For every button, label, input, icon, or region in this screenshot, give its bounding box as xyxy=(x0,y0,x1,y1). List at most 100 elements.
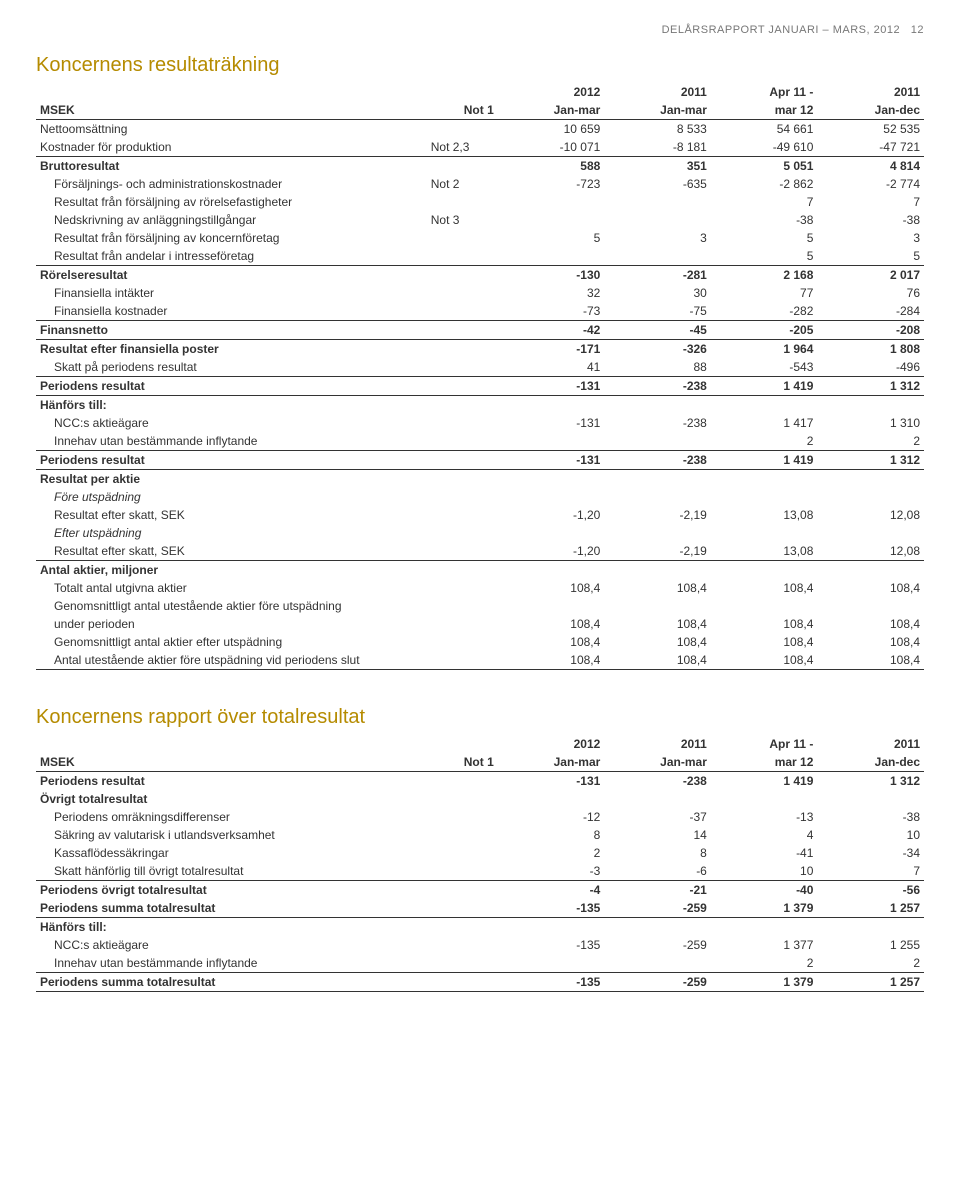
t1-row-note xyxy=(427,561,498,580)
t1-row-label: Kostnader för produktion xyxy=(36,138,427,157)
t1-row: Nettoomsättning10 6598 53354 66152 535 xyxy=(36,120,924,139)
t1-head: 20122011Apr 11 -2011MSEKNot 1Jan-marJan-… xyxy=(36,83,924,120)
t2-cell: -34 xyxy=(817,844,924,862)
t1-cell xyxy=(498,193,605,211)
t1-row-note: Not 2,3 xyxy=(427,138,498,157)
t1-row: Resultat efter finansiella poster-171-32… xyxy=(36,340,924,359)
t2-cell: -41 xyxy=(711,844,818,862)
t1-head2-3: Jan-mar xyxy=(604,101,711,120)
t1-cell: 108,4 xyxy=(817,615,924,633)
t2-cell: 1 379 xyxy=(711,973,818,992)
t2-cell: -37 xyxy=(604,808,711,826)
t1-row-note: Not 2 xyxy=(427,175,498,193)
t2-row-note xyxy=(427,808,498,826)
t2-row-label: Periodens resultat xyxy=(36,772,427,791)
table2-title: Koncernens rapport över totalresultat xyxy=(36,706,924,729)
t2-head1-0 xyxy=(36,735,427,753)
t1-row: NCC:s aktieägare-131-2381 4171 310 xyxy=(36,414,924,432)
t2-row-note xyxy=(427,862,498,881)
t1-cell: 13,08 xyxy=(711,542,818,561)
t1-row-note xyxy=(427,266,498,285)
t1-cell xyxy=(604,247,711,266)
t1-row-note xyxy=(427,377,498,396)
t1-cell: -723 xyxy=(498,175,605,193)
t1-cell xyxy=(498,524,605,542)
income-statement-table: 20122011Apr 11 -2011MSEKNot 1Jan-marJan-… xyxy=(36,83,924,670)
t2-row-label: Säkring av valutarisk i utlandsverksamhe… xyxy=(36,826,427,844)
t2-cell: -13 xyxy=(711,808,818,826)
t1-cell xyxy=(498,396,605,415)
t1-cell: -1,20 xyxy=(498,542,605,561)
t2-row: Säkring av valutarisk i utlandsverksamhe… xyxy=(36,826,924,844)
t1-cell: 108,4 xyxy=(711,615,818,633)
t2-cell xyxy=(498,918,605,937)
t2-head1-3: 2011 xyxy=(604,735,711,753)
t1-cell: -171 xyxy=(498,340,605,359)
t1-head1-3: 2011 xyxy=(604,83,711,101)
t1-cell xyxy=(711,597,818,615)
t1-cell: 12,08 xyxy=(817,506,924,524)
t1-row: Bruttoresultat5883515 0514 814 xyxy=(36,157,924,176)
t2-cell xyxy=(604,954,711,973)
t1-cell xyxy=(711,470,818,489)
t1-row: under perioden108,4108,4108,4108,4 xyxy=(36,615,924,633)
t1-cell: 1 312 xyxy=(817,451,924,470)
t2-cell: 7 xyxy=(817,862,924,881)
t1-head1-5: 2011 xyxy=(817,83,924,101)
t1-cell xyxy=(498,247,605,266)
t1-cell: 10 659 xyxy=(498,120,605,139)
t1-cell: -73 xyxy=(498,302,605,321)
t1-row-label: Resultat per aktie xyxy=(36,470,427,489)
t1-cell xyxy=(604,524,711,542)
t1-row: Rörelseresultat-130-2812 1682 017 xyxy=(36,266,924,285)
t1-row-label: Rörelseresultat xyxy=(36,266,427,285)
t1-cell xyxy=(604,211,711,229)
t2-row: Kassaflödessäkringar28-41-34 xyxy=(36,844,924,862)
t2-cell: -40 xyxy=(711,881,818,900)
t2-cell xyxy=(498,954,605,973)
t1-cell: 1 419 xyxy=(711,377,818,396)
t1-row-label: Antal aktier, miljoner xyxy=(36,561,427,580)
t1-cell: 5 xyxy=(498,229,605,247)
t1-cell: 1 417 xyxy=(711,414,818,432)
t1-cell: -2,19 xyxy=(604,506,711,524)
t1-row-note xyxy=(427,247,498,266)
t1-head1-4: Apr 11 - xyxy=(711,83,818,101)
t1-row-note xyxy=(427,302,498,321)
t2-cell: 1 419 xyxy=(711,772,818,791)
t1-cell xyxy=(604,396,711,415)
t1-head2-5: Jan-dec xyxy=(817,101,924,120)
t2-row-label: NCC:s aktieägare xyxy=(36,936,427,954)
t2-row-label: Periodens summa totalresultat xyxy=(36,899,427,918)
t1-row-note xyxy=(427,488,498,506)
t1-cell: 588 xyxy=(498,157,605,176)
t1-cell: 108,4 xyxy=(817,579,924,597)
t1-row-note xyxy=(427,542,498,561)
t1-cell: 2 xyxy=(817,432,924,451)
t2-head2-2: Jan-mar xyxy=(498,753,605,772)
t2-head1-2: 2012 xyxy=(498,735,605,753)
t1-cell: 108,4 xyxy=(604,579,711,597)
t2-cell xyxy=(604,918,711,937)
t1-row-label: Genomsnittligt antal aktier efter utspäd… xyxy=(36,633,427,651)
t1-cell: -130 xyxy=(498,266,605,285)
t2-row-label: Övrigt totalresultat xyxy=(36,790,427,808)
t2-row-label: Periodens summa totalresultat xyxy=(36,973,427,992)
t1-row: Nedskrivning av anläggningstillgångarNot… xyxy=(36,211,924,229)
t1-cell: -131 xyxy=(498,414,605,432)
t2-head2-1: Not 1 xyxy=(427,753,498,772)
t1-row: Skatt på periodens resultat4188-543-496 xyxy=(36,358,924,377)
t2-head2-3: Jan-mar xyxy=(604,753,711,772)
t2-cell: 1 255 xyxy=(817,936,924,954)
t2-row: Innehav utan bestämmande inflytande22 xyxy=(36,954,924,973)
t1-row: Resultat från försäljning av koncernföre… xyxy=(36,229,924,247)
t1-cell: 5 051 xyxy=(711,157,818,176)
t1-cell: 32 xyxy=(498,284,605,302)
t1-row: Periodens resultat-131-2381 4191 312 xyxy=(36,377,924,396)
t1-row: Genomsnittligt antal utestående aktier f… xyxy=(36,597,924,615)
t1-cell: 30 xyxy=(604,284,711,302)
t1-cell xyxy=(604,432,711,451)
t2-cell xyxy=(604,790,711,808)
comprehensive-income-table: 20122011Apr 11 -2011MSEKNot 1Jan-marJan-… xyxy=(36,735,924,992)
t1-cell: 108,4 xyxy=(498,633,605,651)
